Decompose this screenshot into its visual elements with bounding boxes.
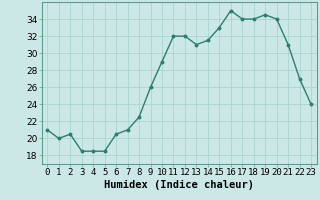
X-axis label: Humidex (Indice chaleur): Humidex (Indice chaleur) bbox=[104, 180, 254, 190]
